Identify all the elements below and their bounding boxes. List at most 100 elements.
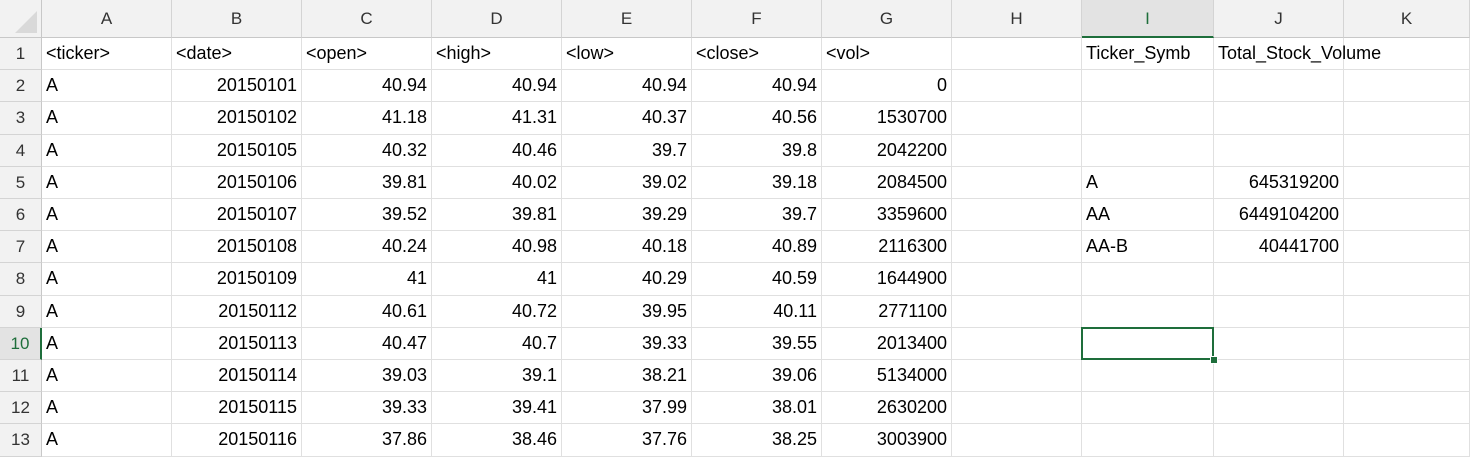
cell-d5[interactable]: 40.02 bbox=[432, 166, 562, 199]
row-header-1[interactable]: 1 bbox=[0, 38, 42, 71]
cell-b3[interactable]: 20150102 bbox=[172, 102, 302, 135]
cell-g10[interactable]: 2013400 bbox=[822, 327, 952, 360]
row-header-7[interactable]: 7 bbox=[0, 231, 42, 264]
cell-d8[interactable]: 41 bbox=[432, 263, 562, 296]
cell-c7[interactable]: 40.24 bbox=[302, 231, 432, 264]
cell-k9[interactable] bbox=[1344, 295, 1470, 328]
cell-d13[interactable]: 38.46 bbox=[432, 424, 562, 457]
cell-j6[interactable]: 6449104200 bbox=[1214, 199, 1344, 232]
cell-i12[interactable] bbox=[1082, 392, 1214, 425]
cell-a2[interactable]: A bbox=[42, 70, 172, 103]
cell-e7[interactable]: 40.18 bbox=[562, 231, 692, 264]
column-header-g[interactable]: G bbox=[822, 0, 952, 38]
cell-a11[interactable]: A bbox=[42, 360, 172, 393]
fill-handle[interactable] bbox=[1210, 356, 1218, 364]
cell-d1[interactable]: <high> bbox=[432, 38, 562, 71]
cell-a3[interactable]: A bbox=[42, 102, 172, 135]
cell-c4[interactable]: 40.32 bbox=[302, 134, 432, 167]
column-header-e[interactable]: E bbox=[562, 0, 692, 38]
row-header-13[interactable]: 13 bbox=[0, 424, 42, 457]
cell-f5[interactable]: 39.18 bbox=[692, 166, 822, 199]
cell-j13[interactable] bbox=[1214, 424, 1344, 457]
cell-d2[interactable]: 40.94 bbox=[432, 70, 562, 103]
cell-f2[interactable]: 40.94 bbox=[692, 70, 822, 103]
cell-k12[interactable] bbox=[1344, 392, 1470, 425]
cell-b4[interactable]: 20150105 bbox=[172, 134, 302, 167]
cell-e8[interactable]: 40.29 bbox=[562, 263, 692, 296]
column-header-j[interactable]: J bbox=[1214, 0, 1344, 38]
cell-f4[interactable]: 39.8 bbox=[692, 134, 822, 167]
row-header-12[interactable]: 12 bbox=[0, 392, 42, 425]
cell-e6[interactable]: 39.29 bbox=[562, 199, 692, 232]
cell-h5[interactable] bbox=[952, 166, 1082, 199]
cell-g7[interactable]: 2116300 bbox=[822, 231, 952, 264]
row-header-4[interactable]: 4 bbox=[0, 134, 42, 167]
cell-j11[interactable] bbox=[1214, 360, 1344, 393]
row-header-9[interactable]: 9 bbox=[0, 295, 42, 328]
cell-b9[interactable]: 20150112 bbox=[172, 295, 302, 328]
cell-h10[interactable] bbox=[952, 327, 1082, 360]
cell-f12[interactable]: 38.01 bbox=[692, 392, 822, 425]
select-all-corner[interactable] bbox=[0, 0, 42, 38]
cell-i6[interactable]: AA bbox=[1082, 199, 1214, 232]
cell-k7[interactable] bbox=[1344, 231, 1470, 264]
row-header-2[interactable]: 2 bbox=[0, 70, 42, 103]
cell-k6[interactable] bbox=[1344, 199, 1470, 232]
cell-b11[interactable]: 20150114 bbox=[172, 360, 302, 393]
row-header-11[interactable]: 11 bbox=[0, 360, 42, 393]
row-header-8[interactable]: 8 bbox=[0, 263, 42, 296]
cell-k10[interactable] bbox=[1344, 327, 1470, 360]
cell-h2[interactable] bbox=[952, 70, 1082, 103]
cell-f6[interactable]: 39.7 bbox=[692, 199, 822, 232]
cell-k1[interactable] bbox=[1344, 38, 1470, 71]
cell-i7[interactable]: AA-B bbox=[1082, 231, 1214, 264]
cell-k3[interactable] bbox=[1344, 102, 1470, 135]
cell-c3[interactable]: 41.18 bbox=[302, 102, 432, 135]
row-header-3[interactable]: 3 bbox=[0, 102, 42, 135]
cell-c11[interactable]: 39.03 bbox=[302, 360, 432, 393]
cell-g11[interactable]: 5134000 bbox=[822, 360, 952, 393]
cell-g5[interactable]: 2084500 bbox=[822, 166, 952, 199]
cell-c5[interactable]: 39.81 bbox=[302, 166, 432, 199]
cell-e5[interactable]: 39.02 bbox=[562, 166, 692, 199]
cell-c1[interactable]: <open> bbox=[302, 38, 432, 71]
cell-a8[interactable]: A bbox=[42, 263, 172, 296]
cell-i13[interactable] bbox=[1082, 424, 1214, 457]
cell-i5[interactable]: A bbox=[1082, 166, 1214, 199]
cell-k2[interactable] bbox=[1344, 70, 1470, 103]
column-header-d[interactable]: D bbox=[432, 0, 562, 38]
cell-a12[interactable]: A bbox=[42, 392, 172, 425]
cell-c13[interactable]: 37.86 bbox=[302, 424, 432, 457]
cell-d6[interactable]: 39.81 bbox=[432, 199, 562, 232]
cell-c12[interactable]: 39.33 bbox=[302, 392, 432, 425]
cell-g13[interactable]: 3003900 bbox=[822, 424, 952, 457]
cell-g3[interactable]: 1530700 bbox=[822, 102, 952, 135]
cell-b8[interactable]: 20150109 bbox=[172, 263, 302, 296]
cell-b2[interactable]: 20150101 bbox=[172, 70, 302, 103]
cell-h8[interactable] bbox=[952, 263, 1082, 296]
cell-a5[interactable]: A bbox=[42, 166, 172, 199]
cell-d11[interactable]: 39.1 bbox=[432, 360, 562, 393]
cell-f13[interactable]: 38.25 bbox=[692, 424, 822, 457]
cell-a13[interactable]: A bbox=[42, 424, 172, 457]
cell-d3[interactable]: 41.31 bbox=[432, 102, 562, 135]
cell-k8[interactable] bbox=[1344, 263, 1470, 296]
cell-h9[interactable] bbox=[952, 295, 1082, 328]
cell-e4[interactable]: 39.7 bbox=[562, 134, 692, 167]
cell-c8[interactable]: 41 bbox=[302, 263, 432, 296]
column-header-k[interactable]: K bbox=[1344, 0, 1470, 38]
cell-i4[interactable] bbox=[1082, 134, 1214, 167]
cell-d12[interactable]: 39.41 bbox=[432, 392, 562, 425]
cell-a6[interactable]: A bbox=[42, 199, 172, 232]
cell-f8[interactable]: 40.59 bbox=[692, 263, 822, 296]
cell-g2[interactable]: 0 bbox=[822, 70, 952, 103]
cell-h13[interactable] bbox=[952, 424, 1082, 457]
cell-e12[interactable]: 37.99 bbox=[562, 392, 692, 425]
cell-j7[interactable]: 40441700 bbox=[1214, 231, 1344, 264]
cell-i2[interactable] bbox=[1082, 70, 1214, 103]
column-header-i[interactable]: I bbox=[1082, 0, 1214, 38]
cell-a9[interactable]: A bbox=[42, 295, 172, 328]
cell-c10[interactable]: 40.47 bbox=[302, 327, 432, 360]
cell-g1[interactable]: <vol> bbox=[822, 38, 952, 71]
cell-d7[interactable]: 40.98 bbox=[432, 231, 562, 264]
